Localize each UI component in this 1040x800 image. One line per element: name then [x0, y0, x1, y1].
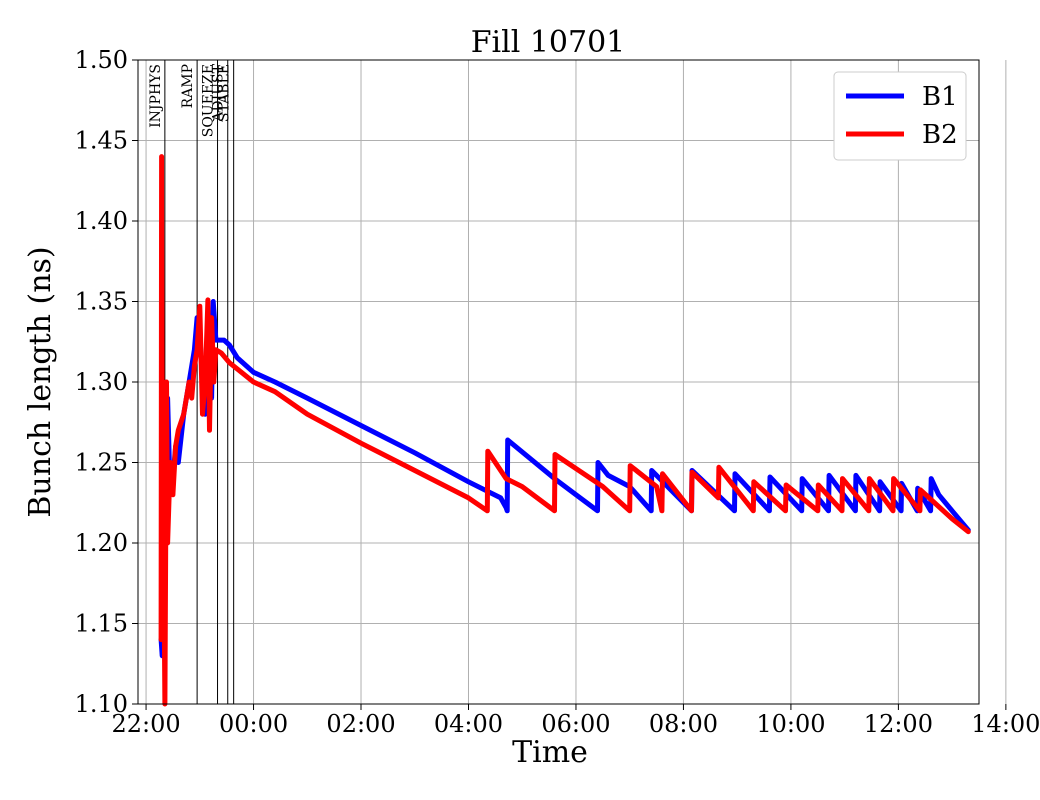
x-tick-label: 10:00: [756, 710, 825, 738]
legend-label-b1: B1: [922, 82, 958, 112]
series-group: [158, 154, 971, 707]
phase-label-stable: STABLE: [217, 64, 233, 122]
x-tick-label: 04:00: [434, 710, 503, 738]
y-tick-label: 1.25: [75, 449, 128, 477]
legend-label-b2: B2: [922, 120, 958, 150]
y-tick-label: 1.30: [75, 368, 128, 396]
y-tick-label: 1.40: [75, 207, 128, 235]
y-axis-label: Bunch length (ns): [23, 246, 58, 517]
phase-label-ramp: RAMP: [180, 64, 196, 108]
phase-label-adjust: ADJUST: [211, 63, 227, 122]
y-tick-label: 1.20: [75, 529, 128, 557]
y-tick-label: 1.35: [75, 288, 128, 316]
x-tick-label: 08:00: [649, 710, 718, 738]
x-tick-label: 22:00: [111, 710, 180, 738]
x-tick-label: 00:00: [219, 710, 288, 738]
x-tick-label: 12:00: [864, 710, 933, 738]
phase-label-squeeze: SQUEEZE: [201, 64, 217, 137]
phase-label-injphys: INJPHYS: [148, 64, 164, 128]
x-axis-ticks: 22:00 00:00 02:00 04:00 06:00 08:00 10:00 12:00…: [111, 704, 1040, 738]
chart-title: Fill 10701: [471, 25, 626, 60]
y-axis-ticks: 1.10 1.15 1.20 1.25 1.30 1.35 1.40 1.45 1.50: [75, 46, 138, 718]
x-tick-label: 02:00: [326, 710, 395, 738]
y-tick-label: 1.15: [75, 610, 128, 638]
y-tick-label: 1.50: [75, 46, 128, 74]
x-tick-label: 06:00: [541, 710, 610, 738]
series-line-b2: [158, 154, 971, 707]
y-tick-label: 1.10: [75, 690, 128, 718]
x-tick-label: 14:00: [971, 710, 1040, 738]
y-tick-label: 1.45: [75, 127, 128, 155]
series-line-b1: [158, 299, 971, 659]
x-axis-label: Time: [512, 735, 588, 770]
